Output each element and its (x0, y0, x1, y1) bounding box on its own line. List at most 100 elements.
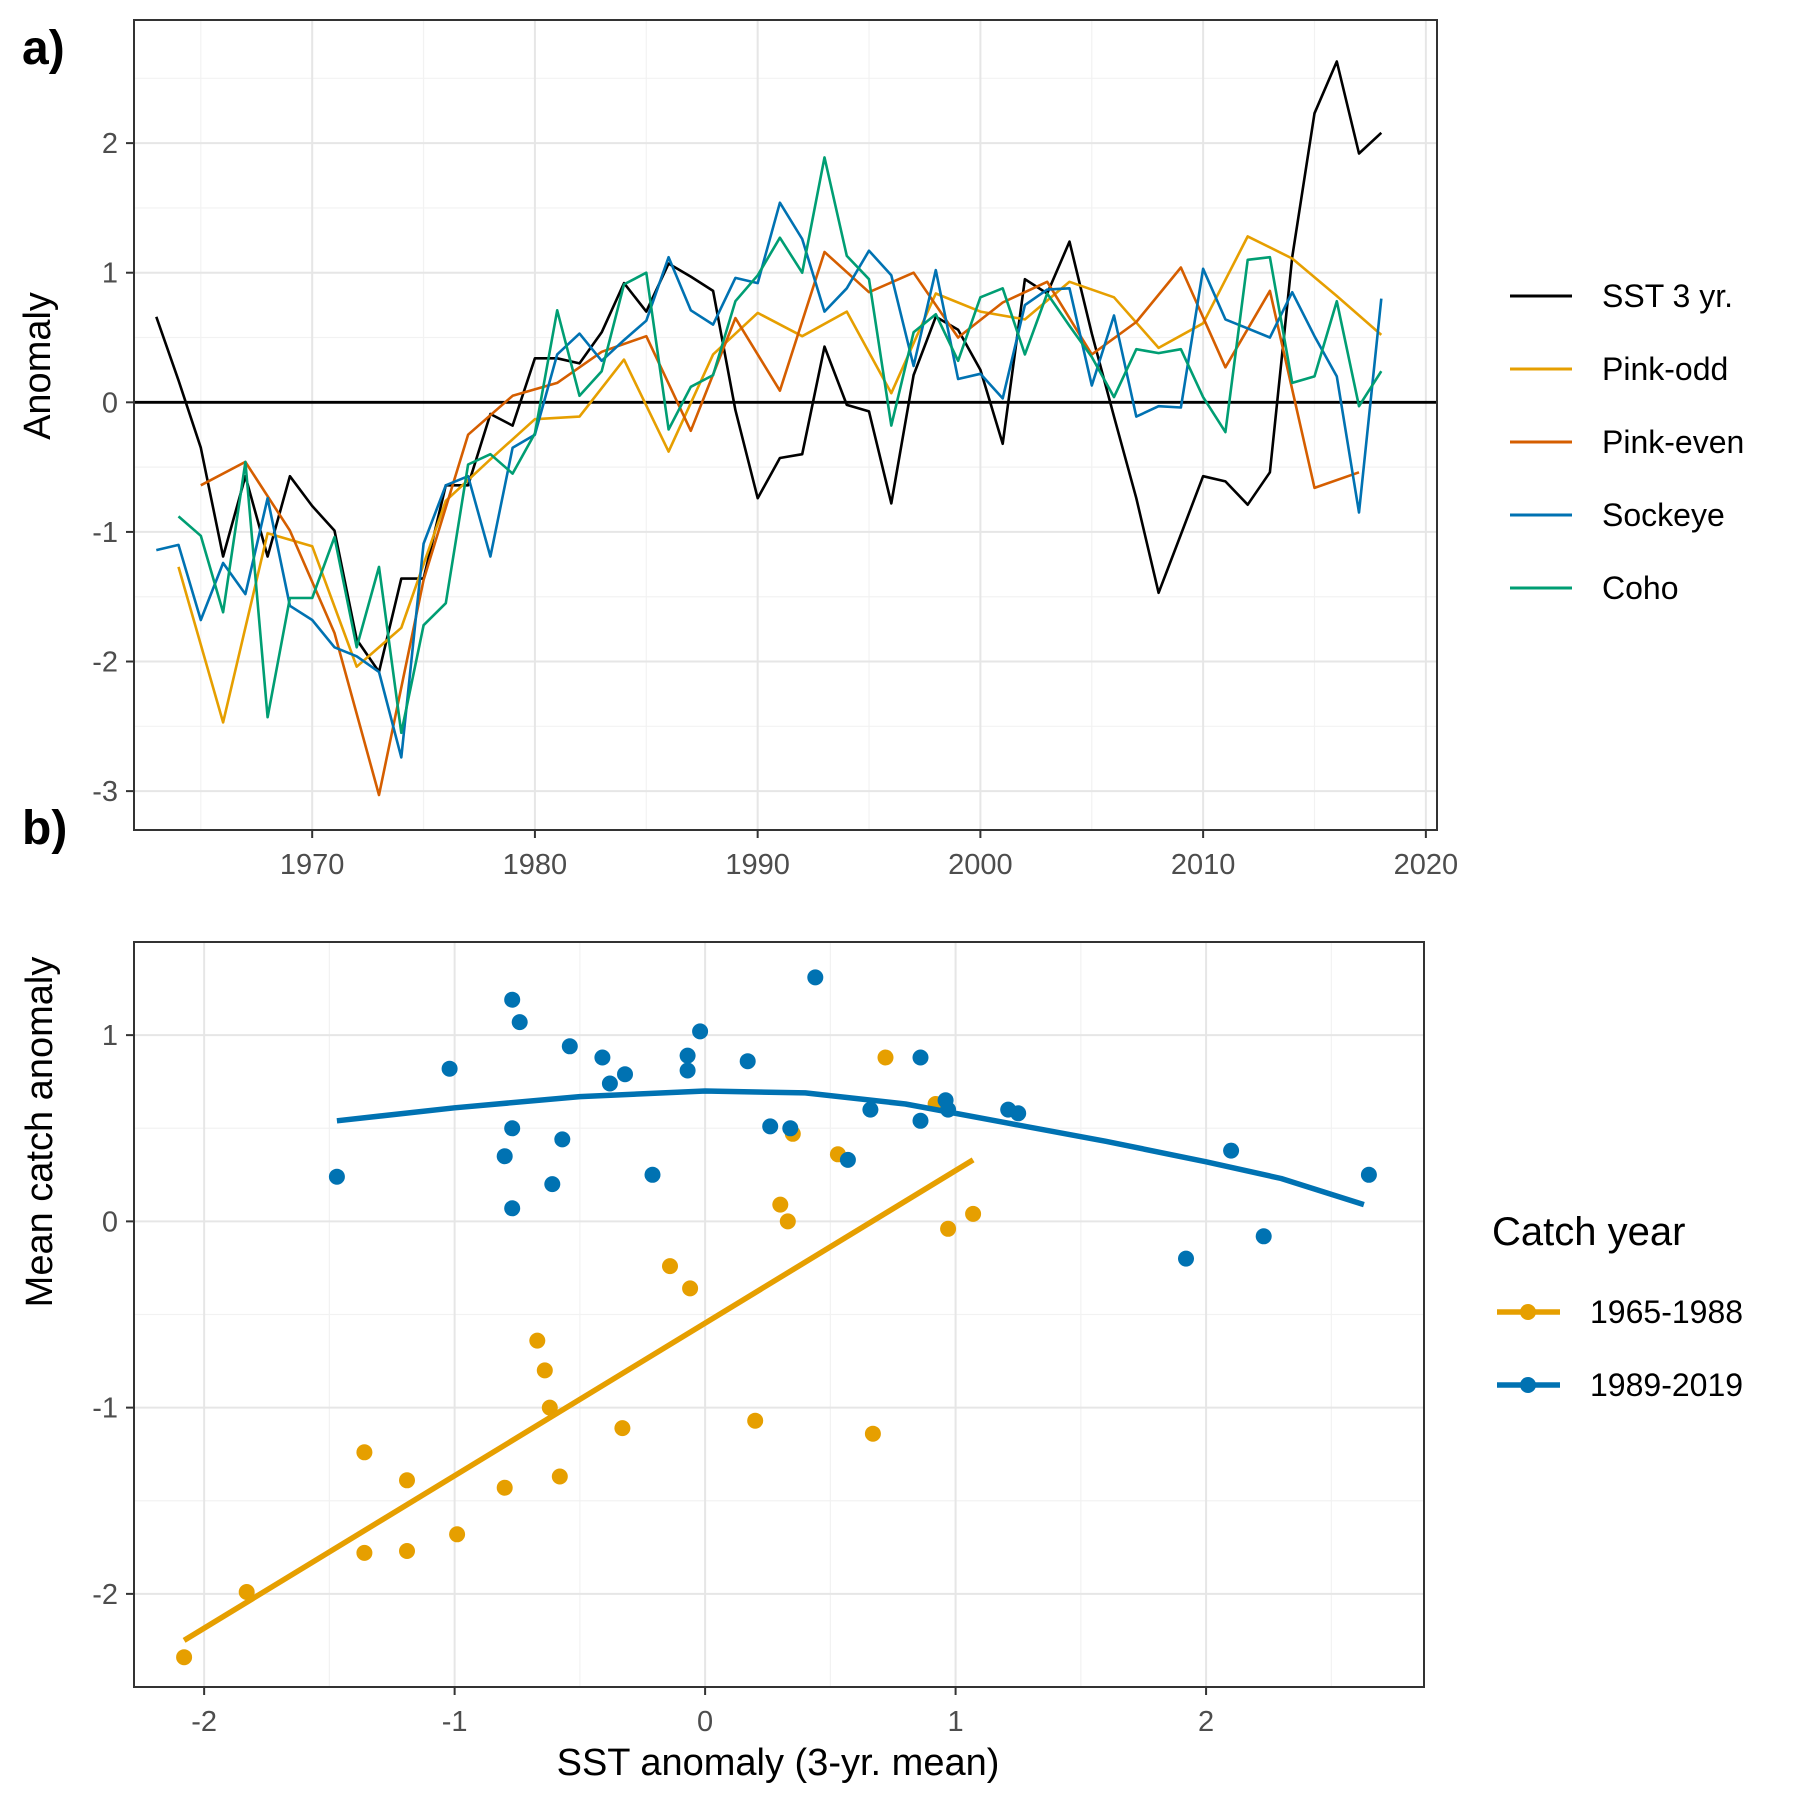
data-point (617, 1066, 633, 1083)
y-tick-label: -3 (92, 776, 118, 808)
data-point (1255, 1228, 1272, 1245)
data-point (682, 1280, 699, 1297)
data-point (441, 1060, 458, 1077)
data-point (536, 1362, 553, 1379)
panel-b-legend-title: Catch year (1492, 1210, 1685, 1254)
legend-key-point (1520, 1377, 1536, 1393)
data-point (1010, 1105, 1027, 1122)
legend-label: Sockeye (1602, 497, 1725, 533)
series-line-pink-odd (177, 235, 1383, 724)
data-point (662, 1258, 678, 1275)
legend-key-point (1520, 1304, 1536, 1320)
data-point (912, 1049, 929, 1066)
data-point (692, 1023, 709, 1040)
data-point (496, 1479, 513, 1496)
data-point (504, 1120, 521, 1137)
data-point (864, 1425, 881, 1442)
data-point (614, 1420, 631, 1437)
x-tick-label: 1970 (280, 849, 345, 881)
data-point (594, 1049, 611, 1066)
data-point (782, 1120, 799, 1137)
data-point (551, 1468, 568, 1485)
legend-label: Pink-odd (1602, 351, 1728, 387)
legend-label: Coho (1602, 570, 1679, 606)
series-line-pink-even (200, 250, 1360, 797)
panel-b-border (133, 941, 1425, 1688)
legend-label: SST 3 yr. (1602, 278, 1733, 314)
data-point (544, 1176, 561, 1193)
y-tick-label: 2 (102, 128, 118, 160)
panel-b-label: b) (22, 802, 67, 855)
panel-a-series (155, 60, 1383, 797)
data-point (529, 1332, 546, 1349)
panel-b: b) -2 -1 0 1 2 -2 -1 0 1 SST anomaly (3-yr. mean… (19, 802, 1743, 1784)
series-line-coho (177, 156, 1383, 735)
data-point (176, 1649, 193, 1666)
x-tick-label: 1980 (503, 849, 568, 881)
data-point (965, 1205, 982, 1222)
data-point (762, 1118, 779, 1135)
data-point (449, 1526, 466, 1543)
data-point (496, 1148, 513, 1165)
x-tick-label: 0 (697, 1706, 713, 1738)
y-tick-label: -2 (92, 647, 118, 679)
data-point (511, 1014, 528, 1031)
data-point (779, 1213, 796, 1230)
panel-b-xlabel: SST anomaly (3-yr. mean) (557, 1742, 1000, 1784)
data-point (839, 1151, 856, 1168)
data-point (601, 1075, 618, 1092)
y-tick-label: -2 (92, 1579, 118, 1611)
data-point (862, 1101, 879, 1118)
data-point (912, 1112, 929, 1129)
panel-a-ylabel: Anomaly (17, 292, 59, 440)
x-tick-label: -1 (442, 1706, 468, 1738)
data-point (1223, 1142, 1240, 1159)
data-point (747, 1412, 764, 1429)
data-point (504, 991, 521, 1008)
panel-a-legend: SST 3 yr. Pink-odd Pink-even Sockeye Coho (1510, 278, 1744, 606)
data-point (399, 1543, 415, 1559)
data-point (679, 1047, 696, 1064)
data-point (1360, 1166, 1377, 1183)
data-point (328, 1168, 345, 1185)
data-point (739, 1053, 756, 1070)
x-tick-label: 1 (948, 1706, 964, 1738)
data-point (940, 1220, 957, 1237)
data-point (772, 1196, 789, 1213)
y-tick-label: 0 (102, 1206, 118, 1238)
panel-a-label: a) (22, 22, 65, 75)
x-tick-label: 2000 (948, 849, 1013, 881)
x-tick-label: 2 (1198, 1706, 1214, 1738)
legend-label: 1965-1988 (1590, 1294, 1743, 1330)
data-point (541, 1399, 558, 1416)
x-tick-label: 2020 (1394, 849, 1459, 881)
data-point (356, 1544, 373, 1561)
legend-label: 1989-2019 (1590, 1367, 1743, 1403)
y-tick-label: -1 (92, 1393, 118, 1425)
series-line-sockeye (156, 201, 1383, 759)
y-tick-label: 0 (102, 387, 118, 419)
series-line-sst-3-yr (155, 60, 1383, 674)
x-tick-label: 2010 (1171, 849, 1236, 881)
panel-a-border (133, 19, 1438, 831)
panel-b-ylabel: Mean catch anomaly (19, 957, 61, 1308)
trend-line-1965-1988 (182, 1157, 975, 1643)
x-tick-label: -2 (191, 1706, 217, 1738)
trend-line-1989-2019 (336, 1088, 1365, 1208)
y-tick-label: 1 (102, 1020, 118, 1052)
data-point (877, 1049, 894, 1066)
data-point (807, 969, 824, 986)
panel-b-grid (134, 941, 1424, 1688)
data-point (504, 1200, 521, 1217)
panel-b-trends (182, 1088, 1365, 1643)
y-tick-label: -1 (92, 517, 118, 549)
data-point (238, 1584, 255, 1600)
legend-label: Pink-even (1602, 424, 1744, 460)
panel-b-points (176, 969, 1377, 1666)
data-point (356, 1444, 373, 1461)
data-point (1178, 1250, 1194, 1267)
panel-b-legend: Catch year 1965-1988 1989-2019 (1492, 1210, 1743, 1403)
x-tick-label: 1990 (725, 849, 790, 881)
panel-a-grid (134, 20, 1437, 830)
